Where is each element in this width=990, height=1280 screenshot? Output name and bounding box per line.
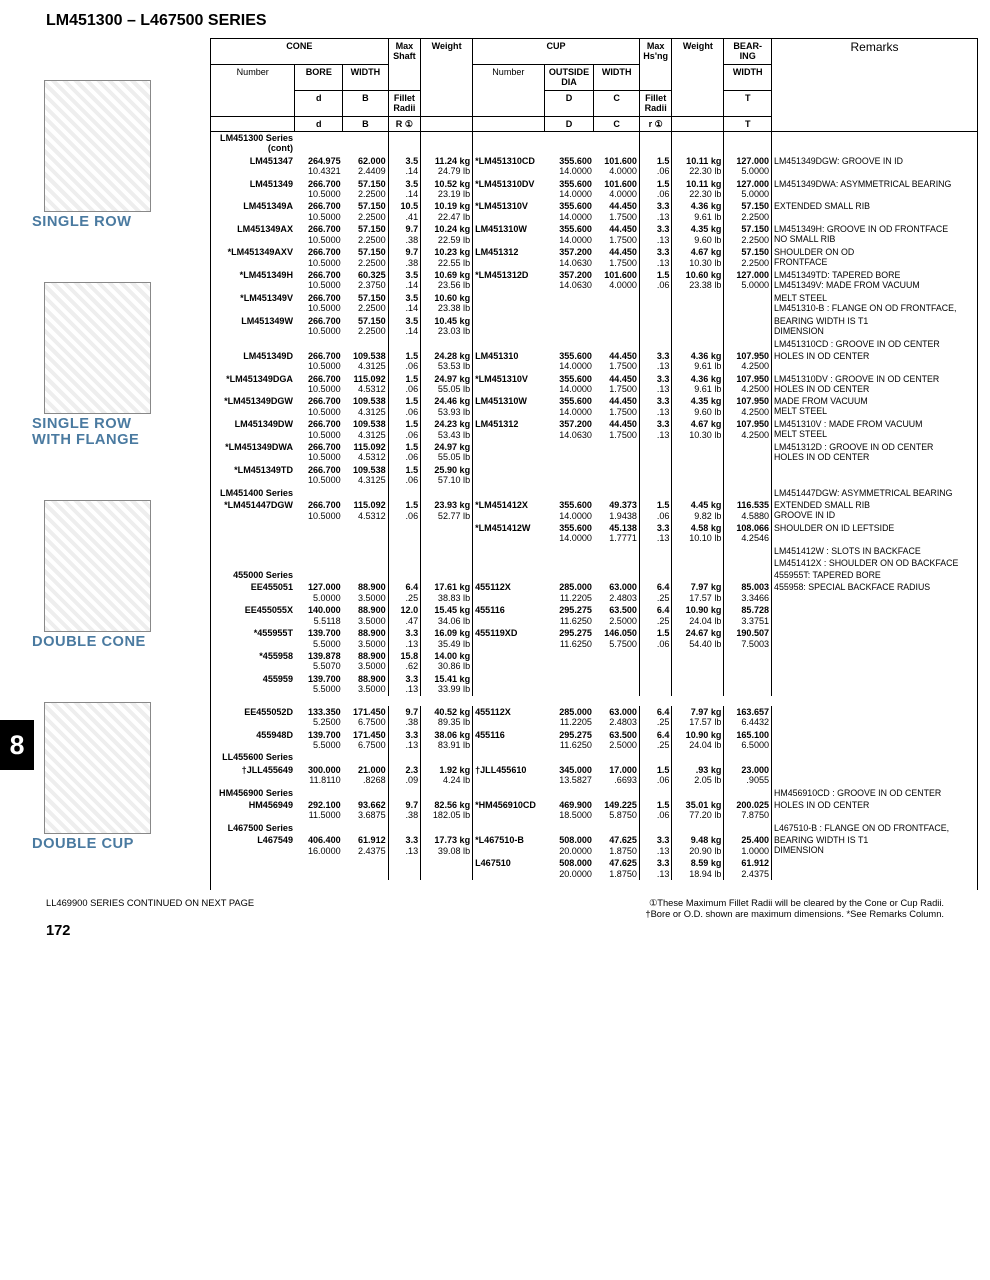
table-row: 455959139.7005.500088.9003.50003.3.1315.…	[211, 673, 978, 696]
table-row	[211, 880, 978, 890]
hdr-max-shaft: Max Shaft	[388, 39, 420, 91]
hdr-od: OUTSIDE DIA	[544, 64, 594, 90]
hdr-bore: BORE	[295, 64, 343, 90]
footer-left: LL469900 SERIES CONTINUED ON NEXT PAGE	[46, 898, 254, 919]
hdr-width-cup: WIDTH	[594, 64, 640, 90]
table-row: HM456900 SeriesHM456910CD : GROOVE IN OD…	[211, 787, 978, 799]
hdr-r: r ①	[639, 116, 671, 131]
table-row: LM451412X : SHOULDER ON OD BACKFACE	[211, 557, 978, 569]
table-row: *455958139.8785.507088.9003.500015.8.621…	[211, 650, 978, 673]
hdr-fillet-radii2: Fillet Radii	[639, 90, 671, 116]
section-tab: 8	[0, 720, 34, 770]
table-row: †JLL455649300.00011.811021.000.82682.3.0…	[211, 764, 978, 787]
diagram-double-cone	[44, 500, 151, 632]
table-row: LM451349266.70010.500057.1502.25003.5.14…	[211, 178, 978, 201]
table-row: LM451349AX266.70010.500057.1502.25009.7.…	[211, 223, 978, 246]
footer-right: ①These Maximum Fillet Radii will be clea…	[645, 898, 944, 919]
table-row: *LM451349TD266.70010.5000109.5384.31251.…	[211, 464, 978, 487]
footer: LL469900 SERIES CONTINUED ON NEXT PAGE ①…	[0, 890, 990, 923]
table-row: L467510508.00020.000047.6251.87503.3.138…	[211, 857, 978, 880]
table-row: LM451349DW266.70010.5000109.5384.31251.5…	[211, 418, 978, 441]
hdr-number-cup: Number	[473, 64, 544, 116]
label-single-row-flange: SINGLE ROW WITH FLANGE	[32, 416, 210, 448]
table-row: *LM451349H266.70010.500060.3252.37503.5.…	[211, 269, 978, 292]
hdr-weight-cup: Weight	[672, 39, 724, 117]
table-row: EE455051127.0005.000088.9003.50006.4.251…	[211, 581, 978, 604]
table-row: LM451412W : SLOTS IN BACKFACE	[211, 545, 978, 557]
hdr-T: T	[724, 90, 772, 116]
label-double-cone: DOUBLE CONE	[32, 634, 210, 650]
table-row: *LM451349AXV266.70010.500057.1502.25009.…	[211, 246, 978, 269]
table-row: L467500 SeriesL467510-B : FLANGE ON OD F…	[211, 822, 978, 834]
hdr-cup: CUP	[473, 39, 640, 65]
table-row: 455948D139.7005.5000171.4506.75003.3.133…	[211, 729, 978, 752]
table-body: LM451300 Series (cont)LM451347264.97510.…	[211, 131, 978, 890]
hdr-width-cone: WIDTH	[343, 64, 389, 90]
hdr-remarks: Remarks	[772, 39, 978, 132]
label-single-row: SINGLE ROW	[32, 214, 210, 230]
diagram-single-row	[44, 80, 151, 212]
hdr-d: d	[295, 90, 343, 116]
table-row: HM456949292.10011.500093.6623.68759.7.38…	[211, 799, 978, 822]
hdr-fillet-radii: Fillet Radii	[388, 90, 420, 116]
hdr-weight-cone: Weight	[421, 39, 473, 117]
hdr-width-bearing: WIDTH	[724, 64, 772, 90]
page-number: 172	[0, 923, 990, 947]
table-row: LM451349D266.70010.5000109.5384.31251.5.…	[211, 350, 978, 373]
table-row: *LM451412W355.60014.000045.1381.77713.3.…	[211, 522, 978, 545]
table-row: *LM451447DGW266.70010.5000115.0924.53121…	[211, 499, 978, 522]
hdr-cone: CONE	[211, 39, 389, 65]
hdr-C: C	[594, 90, 640, 116]
table-row: LM451347264.97510.432162.0002.44093.5.14…	[211, 155, 978, 178]
table-row: *455955T139.7005.500088.9003.50003.3.131…	[211, 627, 978, 650]
table-row: LM451349W266.70010.500057.1502.25003.5.1…	[211, 315, 978, 338]
label-double-cup: DOUBLE CUP	[32, 836, 210, 852]
table-row: LM451400 SeriesLM451447DGW: ASYMMETRICAL…	[211, 487, 978, 499]
spec-table: CONE Max Shaft Weight CUP Max Hs'ng Weig…	[210, 38, 978, 890]
table-row: LM451349A266.70010.500057.1502.250010.5.…	[211, 200, 978, 223]
hdr-max-hsng: Max Hs'ng	[639, 39, 671, 91]
hdr-D: D	[544, 90, 594, 116]
hdr-number-cone: Number	[211, 64, 295, 116]
table-row: EE455052D133.3505.2500171.4506.75009.7.3…	[211, 706, 978, 729]
hdr-B: B	[343, 90, 389, 116]
hdr-bearing: BEAR- ING	[724, 39, 772, 65]
hdr-R: R ①	[388, 116, 420, 131]
table-row: LM451310CD : GROOVE IN OD CENTER	[211, 338, 978, 350]
table-row: *LM451349DGA266.70010.5000115.0924.53121…	[211, 373, 978, 396]
page-title: LM451300 – L467500 SERIES	[0, 0, 990, 38]
table-row: EE455055X140.0005.511888.9003.500012.0.4…	[211, 604, 978, 627]
table-row: *LM451349DWA266.70010.5000115.0924.53121…	[211, 441, 978, 464]
diagram-single-row-flange	[44, 282, 151, 414]
diagram-double-cup	[44, 702, 151, 834]
table-row: LM451300 Series (cont)	[211, 131, 978, 154]
table-row: *LM451349DGW266.70010.5000109.5384.31251…	[211, 395, 978, 418]
table-row	[211, 696, 978, 706]
table-row: L467549406.40016.000061.9122.43753.3.131…	[211, 834, 978, 857]
table-row: 455000 Series455955T: TAPERED BORE	[211, 569, 978, 581]
table-row: LL455600 Series	[211, 751, 978, 763]
table-row: *LM451349V266.70010.500057.1502.25003.5.…	[211, 292, 978, 315]
